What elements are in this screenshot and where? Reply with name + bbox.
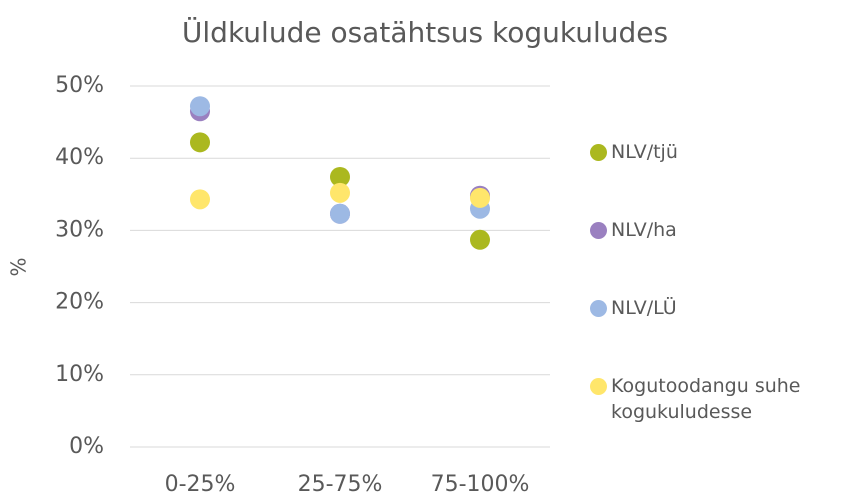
legend-item: Kogutoodangu suhe kogukuludesse — [590, 373, 850, 425]
x-tick-label: 0-25% — [165, 472, 236, 496]
legend-label: Kogutoodangu suhe kogukuludesse — [611, 375, 801, 423]
data-point — [330, 182, 350, 203]
legend-marker — [590, 222, 607, 239]
data-point — [190, 132, 210, 153]
y-tick-label: 0% — [69, 434, 104, 459]
legend-label: NLV/LÜ — [611, 297, 677, 319]
x-tick-label: 75-100% — [431, 472, 530, 496]
data-point — [330, 166, 350, 187]
legend-item: NLV/LÜ — [590, 295, 850, 321]
legend-label: NLV/ha — [611, 219, 677, 241]
data-point — [190, 96, 210, 117]
y-axis-label: % — [7, 257, 31, 276]
data-point — [190, 189, 210, 210]
data-point — [470, 187, 490, 208]
legend-marker — [590, 378, 607, 395]
legend-marker — [590, 300, 607, 317]
data-point — [470, 229, 490, 250]
chart-title: Üldkulude osatähtsus kogukuludes — [182, 15, 668, 49]
legend-marker — [590, 144, 607, 161]
y-tick-label: 10% — [55, 362, 104, 387]
x-tick-label: 25-75% — [298, 472, 383, 496]
y-tick-label: 50% — [55, 73, 104, 98]
y-tick-label: 20% — [55, 290, 104, 315]
legend-item: NLV/tjü — [590, 139, 850, 165]
y-tick-label: 30% — [55, 217, 104, 242]
legend-item: NLV/ha — [590, 217, 850, 243]
y-tick-label: 40% — [55, 145, 104, 170]
data-point — [330, 203, 350, 224]
legend-label: NLV/tjü — [611, 141, 678, 163]
